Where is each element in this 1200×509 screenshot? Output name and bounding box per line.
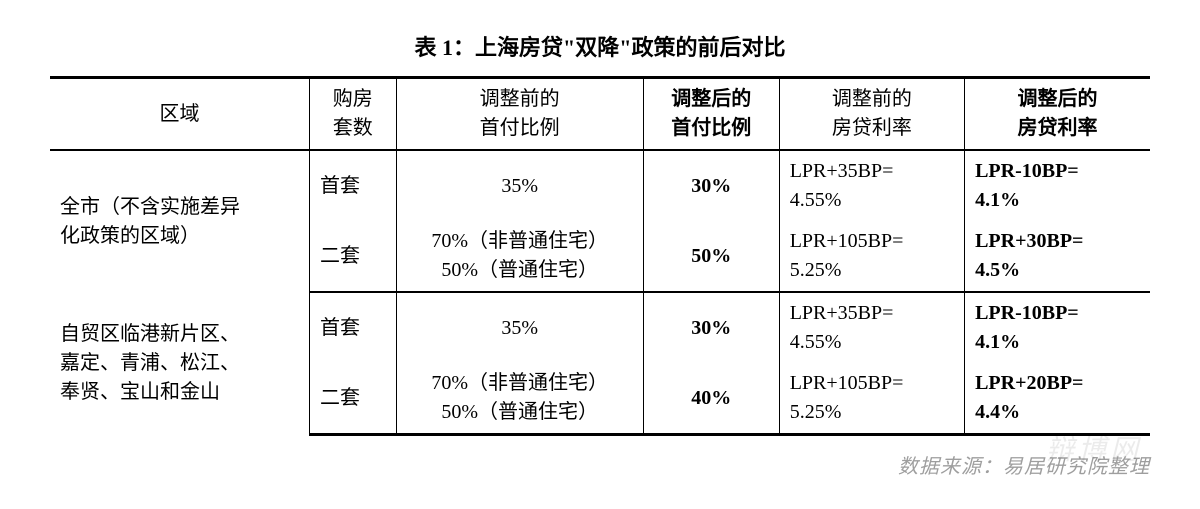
cell-region: 自贸区临港新片区、 嘉定、青浦、松江、 奉贤、宝山和金山 [50, 292, 310, 435]
cell-before-rate: LPR+35BP= 4.55% [779, 150, 964, 221]
col-before-dp: 调整前的 首付比例 [396, 78, 643, 151]
col-before-rate: 调整前的 房贷利率 [779, 78, 964, 151]
table-title: 表 1：上海房贷"双降"政策的前后对比 [50, 30, 1150, 62]
cell-after-rate: LPR-10BP= 4.1% [965, 150, 1150, 221]
cell-type: 二套 [310, 363, 397, 435]
cell-before-dp: 35% [396, 150, 643, 221]
cell-after-rate: LPR+30BP= 4.5% [965, 221, 1150, 292]
col-after-rate: 调整后的 房贷利率 [965, 78, 1150, 151]
col-after-dp: 调整后的 首付比例 [643, 78, 779, 151]
col-region: 区域 [50, 78, 310, 151]
cell-after-dp: 30% [643, 292, 779, 363]
cell-before-dp: 70%（非普通住宅） 50%（普通住宅） [396, 363, 643, 435]
cell-type: 二套 [310, 221, 397, 292]
col-type: 购房 套数 [310, 78, 397, 151]
cell-type: 首套 [310, 150, 397, 221]
policy-table: 区域 购房 套数 调整前的 首付比例 调整后的 首付比例 调整前的 房贷利率 调… [50, 76, 1150, 436]
cell-after-rate: LPR+20BP= 4.4% [965, 363, 1150, 435]
table-row: 全市（不含实施差异 化政策的区域） 首套 35% 30% LPR+35BP= 4… [50, 150, 1150, 221]
cell-after-rate: LPR-10BP= 4.1% [965, 292, 1150, 363]
header-row: 区域 购房 套数 调整前的 首付比例 调整后的 首付比例 调整前的 房贷利率 调… [50, 78, 1150, 151]
cell-before-rate: LPR+105BP= 5.25% [779, 221, 964, 292]
cell-after-dp: 50% [643, 221, 779, 292]
cell-before-rate: LPR+35BP= 4.55% [779, 292, 964, 363]
cell-before-dp: 35% [396, 292, 643, 363]
source-note: 数据来源：易居研究院整理 [50, 450, 1150, 479]
cell-after-dp: 30% [643, 150, 779, 221]
cell-after-dp: 40% [643, 363, 779, 435]
table-row: 自贸区临港新片区、 嘉定、青浦、松江、 奉贤、宝山和金山 首套 35% 30% … [50, 292, 1150, 363]
cell-before-rate: LPR+105BP= 5.25% [779, 363, 964, 435]
cell-before-dp: 70%（非普通住宅） 50%（普通住宅） [396, 221, 643, 292]
cell-type: 首套 [310, 292, 397, 363]
cell-region: 全市（不含实施差异 化政策的区域） [50, 150, 310, 292]
